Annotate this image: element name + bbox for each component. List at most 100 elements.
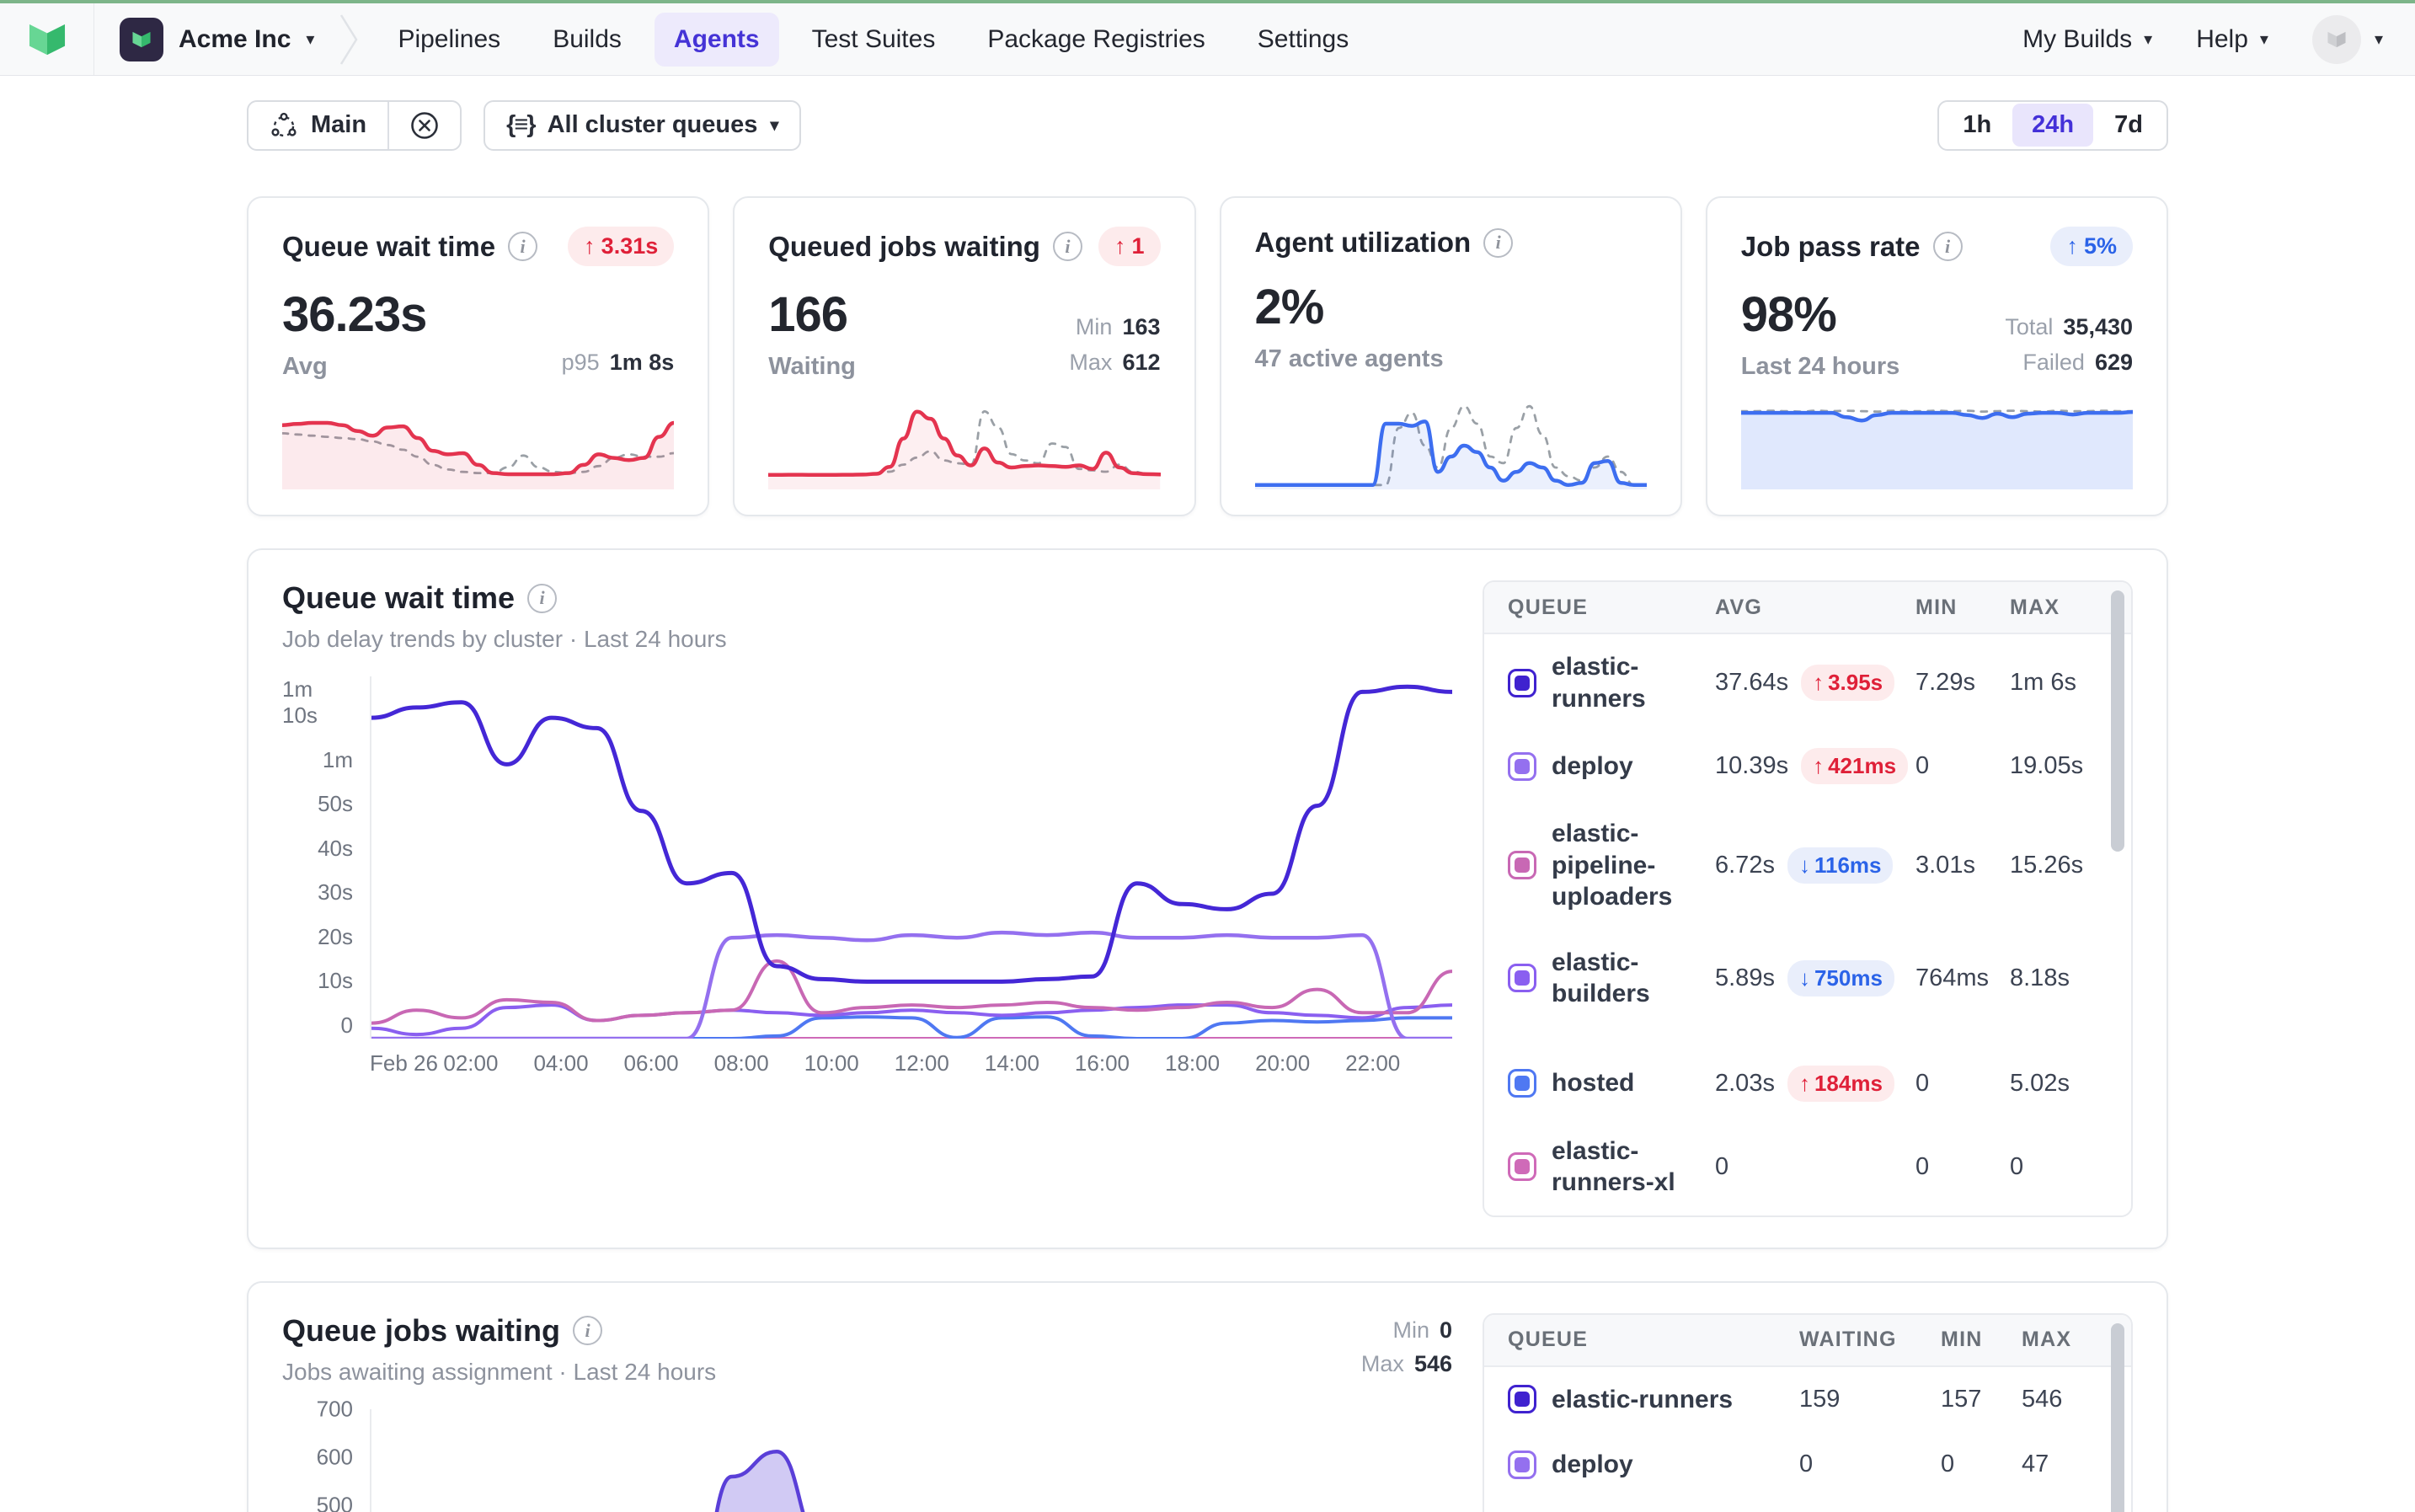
queue-color-icon	[1508, 1451, 1536, 1479]
y-axis-labels: 700600 500400 300200	[282, 1409, 370, 1512]
arrow-up-icon: ↑	[2066, 233, 2078, 259]
range-24h[interactable]: 24h	[2012, 104, 2093, 147]
metric-value: 166	[768, 286, 856, 343]
my-builds-menu[interactable]: My Builds ▾	[2022, 25, 2152, 54]
time-range-selector: 1h 24h 7d	[1937, 100, 2168, 151]
metric-value: 36.23s	[282, 286, 426, 343]
sparkline-queued-jobs[interactable]	[768, 402, 1160, 489]
range-7d[interactable]: 7d	[2095, 104, 2162, 147]
queue-color-icon	[1508, 964, 1536, 992]
arrow-down-icon: ↓	[1799, 852, 1810, 879]
nav-item-test-suites[interactable]: Test Suites	[793, 13, 955, 67]
card-queued-jobs: Queued jobs waiting i ↑1 166 Waiting Min…	[733, 196, 1195, 516]
jobs-waiting-chart[interactable]	[370, 1409, 1452, 1512]
table-row[interactable]: hosted 2.03s ↑184ms 05.02s	[1484, 1049, 2131, 1119]
trend-badge: ↑5%	[2050, 227, 2133, 266]
table-row[interactable]: deploy 10.39s ↑421ms 019.05s	[1484, 731, 2131, 801]
panel-subtitle: Jobs awaiting assignment · Last 24 hours	[282, 1359, 716, 1386]
sparkline-job-pass-rate[interactable]	[1741, 402, 2133, 489]
card-title: Job pass rate i	[1741, 231, 1963, 263]
card-title: Queue wait time i	[282, 231, 537, 263]
primary-nav: Pipelines Builds Agents Test Suites Pack…	[378, 13, 1368, 67]
metric-value: 2%	[1255, 279, 1444, 335]
nav-item-settings[interactable]: Settings	[1238, 13, 1368, 67]
nav-item-package-registries[interactable]: Package Registries	[968, 13, 1224, 67]
org-switcher[interactable]: Acme Inc ▾	[120, 18, 314, 61]
table-row[interactable]: elastic-runners 37.64s ↑3.95s 7.29s1m 6s	[1484, 634, 2131, 731]
nav-right: My Builds ▾ Help ▾ ▾	[2022, 15, 2415, 64]
org-logo-icon	[129, 30, 154, 49]
table-row[interactable]: elastic-pipeline-uploaders 6.72s ↓116ms …	[1484, 801, 2131, 930]
chevron-down-icon: ▾	[2260, 29, 2268, 50]
info-icon[interactable]: i	[508, 232, 537, 261]
info-icon[interactable]: i	[1933, 232, 1963, 261]
table-row[interactable]: deploy 0047	[1484, 1432, 2131, 1498]
scrollbar-thumb[interactable]	[2111, 1323, 2124, 1512]
queue-color-icon	[1508, 851, 1536, 879]
arrow-up-icon: ↑	[1799, 1071, 1810, 1097]
nav-item-builds[interactable]: Builds	[533, 13, 641, 67]
delta-badge: ↑3.95s	[1801, 665, 1894, 701]
wait-time-chart[interactable]	[370, 676, 1452, 1039]
queue-wait-time-panel: Queue wait time i Job delay trends by cl…	[247, 548, 2168, 1249]
queue-jobs-waiting-panel: Queue jobs waiting i Jobs awaiting assig…	[247, 1281, 2168, 1512]
table-row[interactable]: elastic-builders 5.89s ↓750ms 764ms8.18s	[1484, 930, 2131, 1027]
metric-stats: Total35,430 Failed629	[2005, 310, 2133, 381]
delta-badge: ↓116ms	[1787, 847, 1894, 884]
info-icon[interactable]: i	[527, 584, 557, 613]
range-1h[interactable]: 1h	[1943, 104, 2011, 147]
summary-cards: Queue wait time i ↑3.31s 36.23s Avg p951…	[247, 196, 2168, 516]
arrow-up-icon: ↑	[1813, 753, 1824, 779]
jobs-waiting-table: QUEUEWAITING MINMAX elastic-runners 1591…	[1483, 1313, 2133, 1512]
arrow-up-icon: ↑	[1114, 233, 1126, 259]
card-job-pass-rate: Job pass rate i ↑5% 98% Last 24 hours To…	[1706, 196, 2168, 516]
table-row[interactable]: elastic-runners-xl 0 00	[1484, 1119, 2131, 1215]
wait-time-table: QUEUEAVG MINMAX elastic-runners 37.64s ↑…	[1483, 580, 2133, 1217]
queues-filter-dropdown[interactable]: {≡} All cluster queues ▾	[485, 102, 799, 149]
org-avatar	[120, 18, 163, 61]
card-queue-wait-time: Queue wait time i ↑3.31s 36.23s Avg p951…	[247, 196, 709, 516]
cluster-filter: Main	[247, 100, 462, 151]
close-circle-icon	[410, 111, 439, 140]
scrollbar-thumb[interactable]	[2111, 590, 2124, 852]
x-axis-labels: Feb 2602:00 04:0006:00 08:0010:00 12:001…	[370, 1050, 1452, 1077]
filter-bar: Main {≡} All cluster queues ▾ 1h 24h 7d	[0, 76, 2415, 174]
metric-stats: Min163 Max612	[1069, 310, 1160, 381]
cluster-icon	[270, 111, 298, 140]
metric-label: Last 24 hours	[1741, 353, 1900, 381]
avatar-mark-icon	[2324, 30, 2349, 49]
panel-title: Queue jobs waiting i	[282, 1313, 716, 1349]
card-title: Agent utilization i	[1255, 227, 1514, 259]
buildkite-mark-icon	[20, 21, 74, 58]
breadcrumb-separator	[339, 13, 358, 66]
help-menu[interactable]: Help ▾	[2196, 25, 2268, 54]
info-icon[interactable]: i	[1053, 232, 1082, 261]
info-icon[interactable]: i	[1483, 228, 1513, 258]
cluster-filter-value[interactable]: Main	[248, 102, 387, 149]
nav-item-pipelines[interactable]: Pipelines	[378, 13, 520, 67]
queue-color-icon	[1508, 752, 1536, 781]
buildkite-logo[interactable]	[0, 3, 94, 75]
chevron-down-icon: ▾	[2144, 29, 2152, 50]
clear-cluster-filter-button[interactable]	[387, 102, 460, 149]
info-icon[interactable]: i	[573, 1316, 602, 1345]
user-menu[interactable]: ▾	[2312, 15, 2383, 64]
queue-color-icon	[1508, 1069, 1536, 1098]
chevron-down-icon: ▾	[2375, 29, 2383, 50]
sparkline-queue-wait[interactable]	[282, 402, 674, 489]
table-row[interactable]: elastic-pipeline-uploaders 559	[1484, 1498, 2131, 1512]
chart-min-max: Min0 Max546	[1361, 1313, 1452, 1381]
nav-item-agents[interactable]: Agents	[655, 13, 779, 67]
avatar	[2312, 15, 2361, 64]
metric-label: 47 active agents	[1255, 345, 1444, 373]
arrow-up-icon: ↑	[584, 233, 596, 259]
trend-badge: ↑3.31s	[568, 227, 674, 266]
queue-color-icon	[1508, 1152, 1536, 1181]
queues-icon: {≡}	[506, 111, 535, 139]
arrow-up-icon: ↑	[1813, 670, 1824, 696]
sparkline-agent-utilization[interactable]	[1255, 402, 1647, 489]
panel-title: Queue wait time i	[282, 580, 727, 616]
table-row[interactable]: elastic-runners 159157546	[1484, 1367, 2131, 1433]
metric-value: 98%	[1741, 286, 1900, 343]
table-scrollbar	[2111, 1322, 2124, 1512]
